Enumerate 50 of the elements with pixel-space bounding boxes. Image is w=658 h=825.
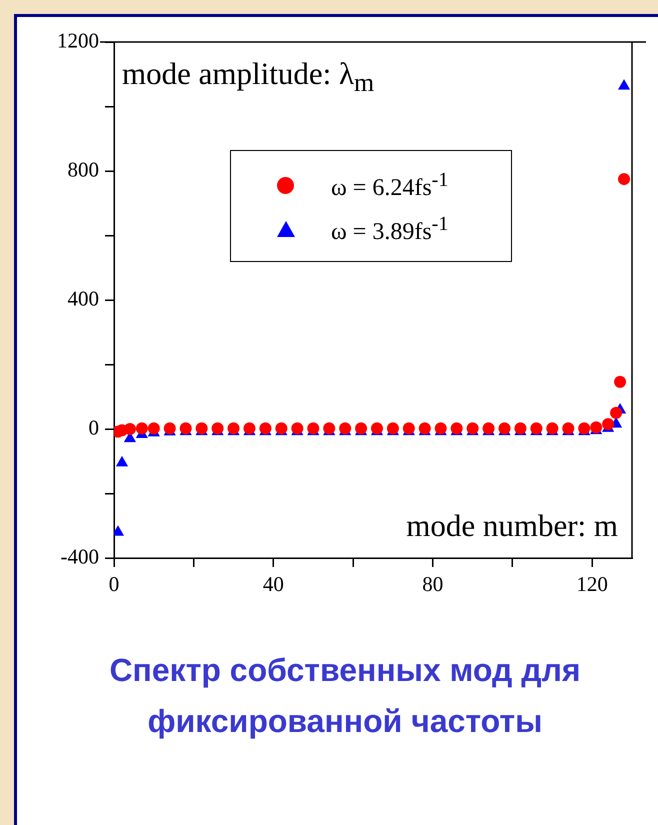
point — [602, 418, 614, 430]
point — [590, 421, 602, 434]
point — [164, 422, 176, 434]
point — [148, 422, 160, 434]
point — [243, 422, 256, 434]
point — [402, 422, 415, 434]
point — [610, 406, 622, 419]
x-tick-label: 80 — [422, 572, 444, 596]
point — [482, 422, 495, 434]
point — [450, 422, 463, 434]
point — [498, 422, 510, 434]
point — [323, 422, 336, 434]
legend-label: ω = 3.89fs$^{-1}$ — [331, 212, 448, 246]
point — [546, 422, 558, 434]
y-tick-label: 400 — [68, 286, 99, 311]
y-tick-label: 0 — [88, 416, 99, 440]
point — [434, 422, 447, 434]
point — [614, 376, 626, 388]
y-tick-label: 1200 — [57, 28, 99, 53]
y-tick-label: -400 — [60, 544, 99, 569]
point — [259, 422, 272, 434]
point — [370, 422, 383, 434]
point — [562, 422, 574, 434]
point — [386, 422, 399, 434]
point — [291, 422, 304, 434]
x-tick-label: 120 — [576, 572, 608, 596]
point — [530, 422, 542, 434]
x-axis-title: mode number: m — [406, 508, 618, 544]
y-tick-label: 800 — [68, 158, 99, 182]
point — [136, 422, 148, 434]
point — [307, 422, 320, 434]
point — [275, 422, 288, 434]
point — [124, 423, 136, 435]
point — [578, 422, 590, 434]
point — [418, 422, 431, 434]
point — [355, 422, 368, 434]
point — [180, 422, 192, 434]
point — [228, 422, 240, 434]
point — [196, 422, 208, 434]
text: Спектр собственных мод для фиксированной частоты — [108, 651, 582, 741]
point — [212, 422, 224, 434]
point — [618, 173, 630, 186]
y-axis-title: mode amplitude: λ$_{m}$ — [122, 56, 374, 98]
point — [514, 422, 526, 434]
legend-label: ω = 6.24fs$^{-1}$ — [331, 168, 448, 202]
x-tick-label: 40 — [262, 572, 284, 596]
x-tick-label: 0 — [108, 572, 120, 596]
point — [339, 422, 352, 434]
point — [466, 422, 479, 434]
point — [116, 456, 128, 466]
